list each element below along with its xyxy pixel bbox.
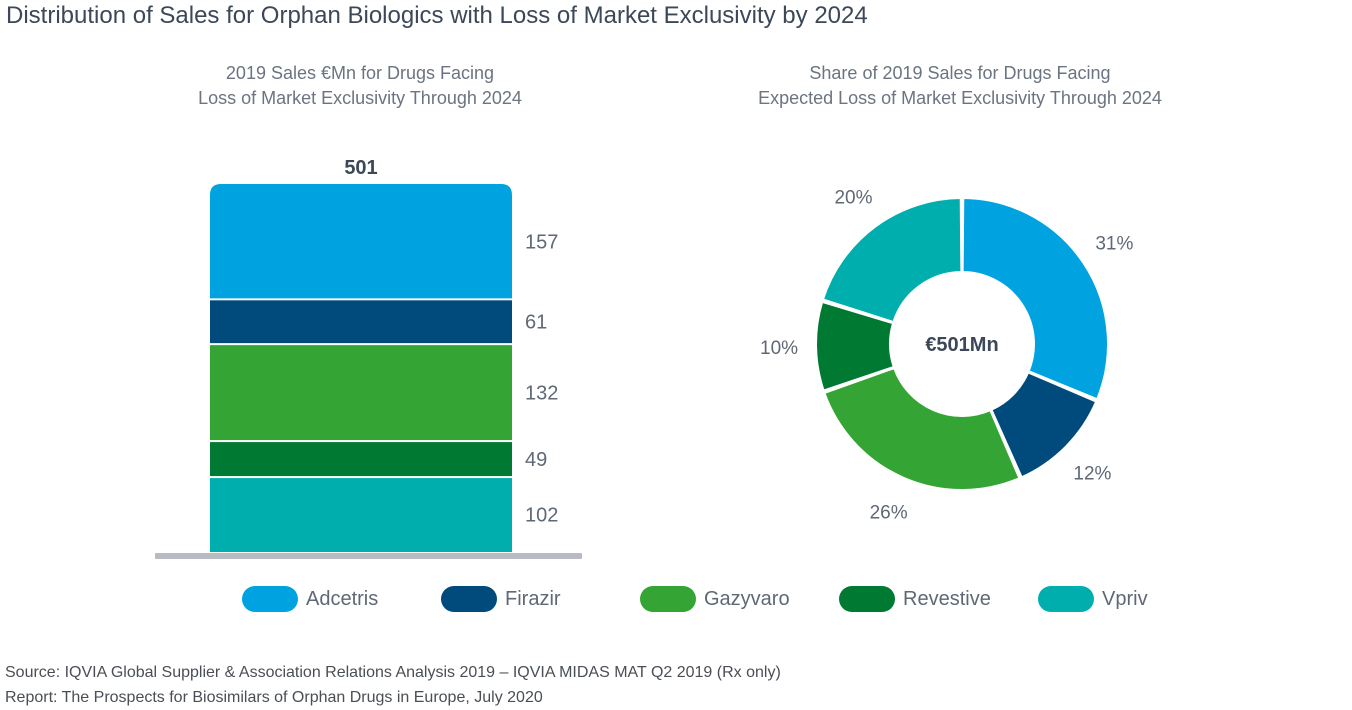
donut-percent-label-adcetris: 31%	[1095, 234, 1133, 255]
legend-label-gazyvaro: Gazyvaro	[704, 587, 790, 610]
bar-segment-revestive	[210, 442, 512, 477]
donut-center-label: €501Mn	[925, 334, 998, 356]
legend-label-vpriv: Vpriv	[1102, 587, 1148, 610]
footer-report: Report: The Prospects for Biosimilars of…	[5, 689, 543, 706]
stacked-bar-chart: 157 61 132 49 102 501	[155, 157, 582, 559]
legend-label-firazir: Firazir	[505, 587, 561, 610]
bar-chart-subtitle: 2019 Sales €Mn for Drugs Facing Loss of …	[130, 61, 590, 111]
donut-slice-vpriv	[821, 197, 963, 324]
donut-chart: 31% 12% 26% 10% 20% €501Mn	[760, 188, 1133, 524]
donut-slice-gazyvaro	[823, 367, 1021, 491]
bar-baseline	[155, 553, 582, 559]
legend-item-vpriv: Vpriv	[1038, 583, 1148, 615]
legend-label-adcetris: Adcetris	[306, 587, 379, 610]
bar-chart-subtitle-line-1: 2019 Sales €Mn for Drugs Facing	[225, 63, 495, 83]
donut-slice-firazir	[990, 371, 1098, 479]
bar-segment-adcetris	[210, 184, 512, 299]
bar-total-label: 501	[344, 157, 377, 179]
legend-item-revestive: Revestive	[839, 583, 991, 615]
donut-percent-label-firazir: 12%	[1073, 463, 1111, 484]
bar-chart-subtitle-line-2: Loss of Market Exclusivity Through 2024	[198, 88, 522, 108]
legend-item-firazir: Firazir	[441, 583, 561, 615]
legend-swatch-vpriv	[1038, 586, 1094, 612]
legend: Adcetris Firazir Gazyvaro Revestive Vpri…	[0, 583, 1352, 615]
bar-value-label-gazyvaro: 132	[525, 383, 558, 405]
donut-chart-subtitle-line-1: Share of 2019 Sales for Drugs Facing	[809, 63, 1111, 83]
bar-segment-firazir	[210, 300, 512, 344]
legend-label-revestive: Revestive	[903, 587, 991, 610]
bar-value-label-revestive: 49	[525, 449, 547, 471]
donut-percent-label-vpriv: 20%	[834, 188, 872, 209]
legend-item-gazyvaro: Gazyvaro	[640, 583, 790, 615]
footer-source: Source: IQVIA Global Supplier & Associat…	[5, 664, 781, 681]
legend-swatch-adcetris	[242, 586, 298, 612]
bar-segment-vpriv	[210, 478, 512, 552]
donut-percent-label-gazyvaro: 26%	[870, 503, 908, 524]
footer: Source: IQVIA Global Supplier & Associat…	[5, 660, 781, 710]
legend-swatch-firazir	[441, 586, 497, 612]
donut-chart-subtitle: Share of 2019 Sales for Drugs Facing Exp…	[700, 61, 1220, 111]
bar-value-label-adcetris: 157	[525, 232, 558, 254]
bar-segment-gazyvaro	[210, 345, 512, 441]
charts-canvas: 157 61 132 49 102 501 31% 12% 26% 10% 20% €501Mn	[155, 157, 1133, 559]
legend-swatch-revestive	[839, 586, 895, 612]
page-title: Distribution of Sales for Orphan Biologi…	[6, 2, 868, 29]
bar-value-label-vpriv: 102	[525, 505, 558, 527]
donut-percent-label-revestive: 10%	[760, 338, 798, 359]
legend-swatch-gazyvaro	[640, 586, 696, 612]
bar-value-label-firazir: 61	[525, 312, 547, 334]
donut-slice-adcetris	[961, 197, 1109, 401]
legend-item-adcetris: Adcetris	[242, 583, 378, 615]
donut-slice-revestive	[815, 300, 895, 392]
donut-chart-subtitle-line-2: Expected Loss of Market Exclusivity Thro…	[758, 88, 1162, 108]
